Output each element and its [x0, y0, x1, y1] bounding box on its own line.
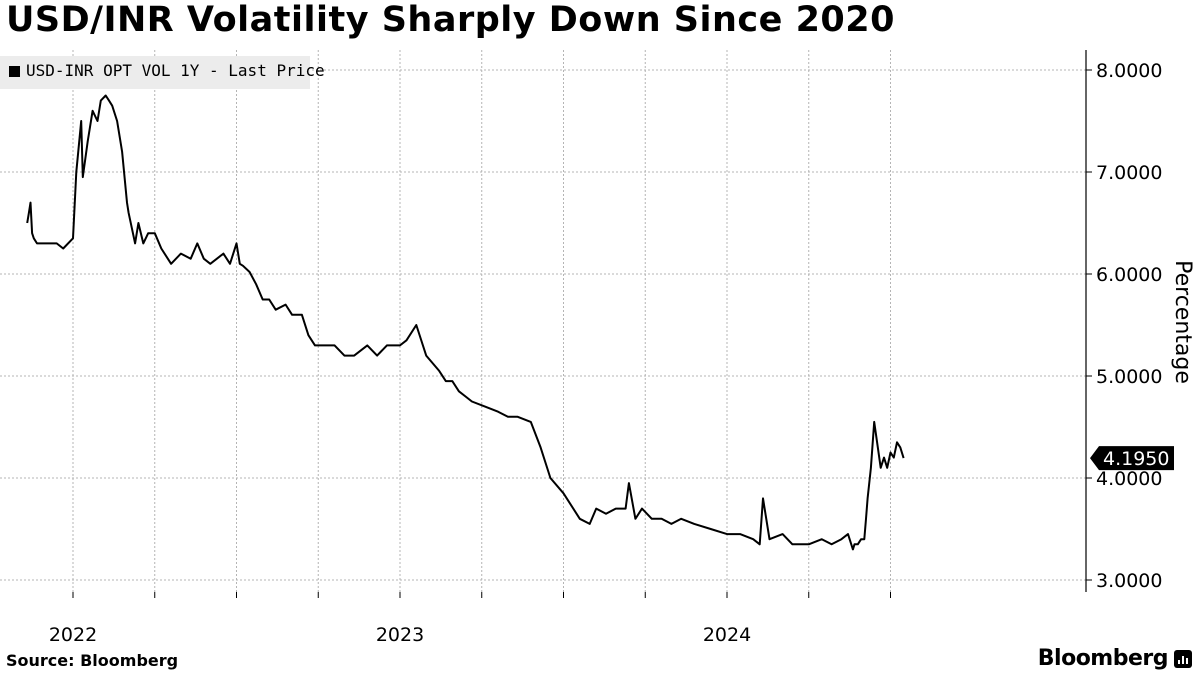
- y-tick-label: 6.0000: [1096, 264, 1162, 286]
- brand-logo-text: Bloomberg: [1037, 646, 1169, 671]
- y-tick-label: 5.0000: [1096, 366, 1162, 388]
- last-value-badge: [1090, 446, 1174, 471]
- x-tick-label: 2022: [49, 624, 97, 646]
- x-tick-label: 2023: [376, 624, 424, 646]
- source-note: Source: Bloomberg: [6, 651, 179, 670]
- last-value-label: 4.1950: [1103, 448, 1169, 470]
- y-axis-title: Percentage: [1170, 260, 1195, 384]
- y-tick-label: 4.0000: [1096, 468, 1162, 490]
- legend: [0, 56, 310, 89]
- legend-label: USD-INR OPT VOL 1Y - Last Price: [26, 61, 325, 80]
- bloomberg-icon: [1174, 650, 1192, 668]
- series-line: [26, 94, 905, 551]
- label-layer: 3.0000 4.0000 5.0000 6.0000 7.0000 8.0000 2022…: [49, 60, 1195, 646]
- y-tick-label: 7.0000: [1096, 162, 1162, 184]
- chart-title: USD/INR Volatility Sharply Down Since 20…: [6, 0, 895, 40]
- series-layer: [26, 94, 905, 551]
- y-tick-label: 3.0000: [1096, 570, 1162, 592]
- axis-layer: [72, 50, 1092, 598]
- grid-layer: [0, 50, 1086, 592]
- x-tick-label: 2024: [703, 624, 751, 646]
- y-tick-label: 8.0000: [1096, 60, 1162, 82]
- legend-swatch: [9, 66, 20, 77]
